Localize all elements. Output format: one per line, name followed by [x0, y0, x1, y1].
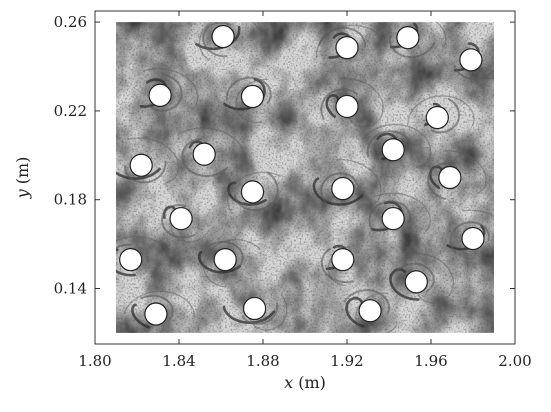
vortex-streak [376, 22, 447, 49]
vortex-streak [343, 289, 391, 315]
vortex-streak [147, 73, 183, 112]
vortex-streak [312, 177, 364, 206]
cylinder-marker [358, 299, 382, 323]
x-axis-label: x (m) [284, 373, 326, 392]
cylinder-marker [169, 206, 193, 231]
vortex-streak [225, 76, 272, 104]
cylinder-marker [331, 248, 355, 272]
vortex-streak [453, 64, 494, 80]
vortex-streak [222, 305, 276, 324]
vortex-streak [373, 192, 431, 232]
y-ticks: 0.14 0.18 0.22 0.26 [54, 13, 515, 298]
axes-frame [94, 10, 516, 345]
vortex-streak [235, 78, 269, 124]
vortex-streak [116, 235, 170, 254]
tracer-field-speckle [116, 22, 494, 333]
cylinder-marker [240, 84, 265, 109]
vortex-streak [226, 171, 281, 214]
cylinder-marker [331, 176, 355, 201]
vortex-streak [345, 296, 365, 328]
cylinder-marker [148, 83, 172, 107]
cylinder-marker [129, 153, 153, 177]
vortex-streak [160, 204, 196, 239]
y-tick-label: 0.26 [54, 13, 87, 31]
x-tick-label: 1.88 [246, 352, 279, 370]
cylinder-marker [335, 36, 359, 60]
cylinder-marker [404, 270, 428, 294]
vortex-streak [140, 294, 174, 320]
x-tick-label: 1.84 [162, 352, 195, 370]
vortex-streak [234, 171, 279, 212]
vortex-streak [227, 181, 267, 207]
cylinder-marker [381, 138, 405, 162]
cylinder-marker [240, 180, 265, 204]
vortex-streak [368, 200, 412, 232]
vortex-streak [123, 290, 195, 318]
x-tick-label: 1.80 [78, 352, 111, 370]
vortex-streak [362, 123, 432, 169]
vortex-streak [202, 238, 261, 288]
vortex-streak [320, 88, 358, 120]
cylinder-marker [438, 165, 462, 190]
vortex-streak [427, 162, 451, 200]
vortex-streak [443, 150, 487, 194]
cylinder-marker [459, 48, 483, 72]
vortex-streak [131, 303, 151, 329]
cylinder-marker [242, 296, 267, 321]
vortex-streak [116, 243, 131, 280]
vortex-streak [202, 22, 232, 58]
cylinder-marker [381, 206, 405, 231]
y-tick-label: 0.22 [54, 102, 87, 120]
vortex-streak [241, 302, 279, 325]
vortex-streak [366, 130, 413, 158]
cylinder-marker [144, 302, 168, 326]
y-axis-label: y (m) [13, 157, 32, 200]
x-ticks: 1.80 1.84 1.88 1.92 1.96 2.00 [78, 11, 532, 370]
y-tick-label: 0.18 [54, 191, 87, 209]
x-tick-label: 2.00 [498, 352, 531, 370]
vortex-streak [320, 248, 354, 284]
cylinder-marker [425, 105, 449, 130]
cylinder-marker [211, 24, 235, 49]
vortex-streak [116, 247, 136, 277]
cylinder-marker [192, 142, 216, 166]
vortex-streak [315, 24, 387, 58]
cylinders [119, 24, 485, 326]
cylinder-marker [396, 26, 420, 50]
vortex-streak [198, 22, 261, 61]
vortex-streak [388, 35, 435, 59]
vortex-streak [318, 26, 367, 48]
y-tick-label: 0.14 [54, 280, 87, 298]
cylinder-marker [335, 94, 359, 119]
vortex-streak [181, 138, 229, 178]
vortex-streak [462, 209, 494, 260]
vortex-streak [485, 38, 494, 80]
vortex-streak [200, 240, 244, 270]
cylinder-marker [461, 226, 485, 251]
vortex-streak [116, 167, 161, 180]
vortex-streak [124, 160, 167, 184]
vortex-streak [395, 262, 435, 293]
vortex-streak [197, 250, 242, 274]
vortex-streak [180, 127, 245, 160]
vortex-streak [126, 137, 180, 184]
vortex-streak [325, 94, 340, 118]
vortex-streak [407, 252, 455, 304]
vortex-streak [339, 77, 384, 128]
cylinder-marker [213, 248, 237, 272]
x-tick-label: 1.96 [414, 352, 447, 370]
vortex-streak [430, 97, 461, 134]
vortex-streak [449, 221, 490, 254]
x-tick-label: 1.92 [330, 352, 363, 370]
tracer-field [116, 22, 494, 333]
cylinder-marker [119, 248, 143, 272]
vortex-streak [336, 158, 382, 208]
vortex-streaks [116, 22, 494, 333]
vortex-streak [407, 95, 475, 127]
vortex-streak [320, 172, 358, 203]
vortex-streak [143, 67, 199, 111]
vortex-streak [355, 292, 398, 333]
